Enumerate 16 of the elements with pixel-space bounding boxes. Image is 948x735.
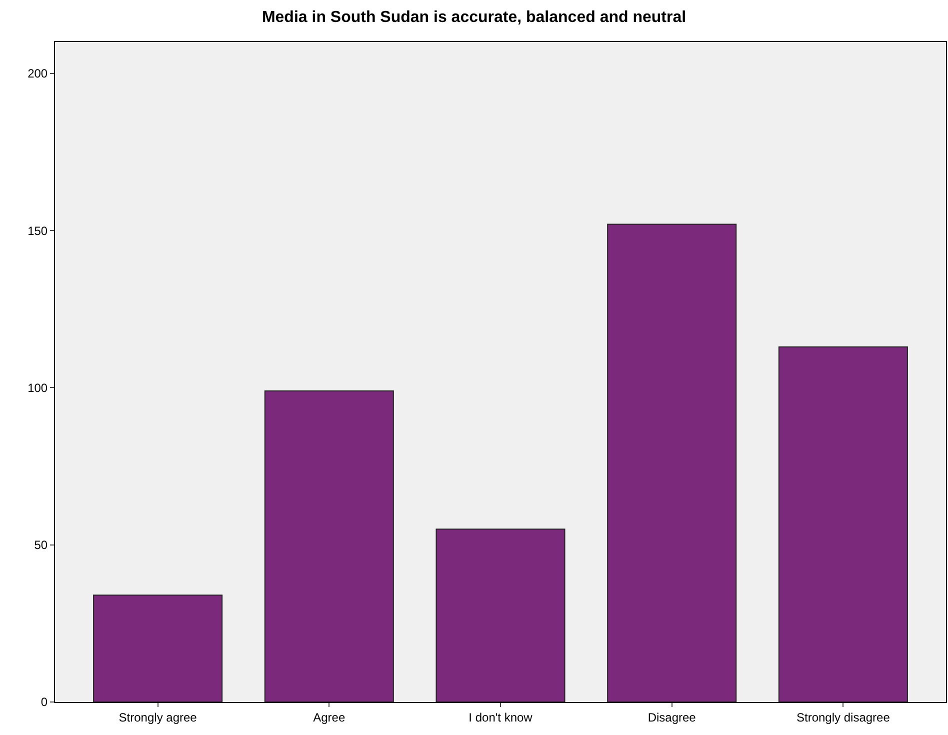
bar [607, 224, 737, 702]
x-tick-label: Strongly disagree [796, 710, 890, 724]
chart-title: Media in South Sudan is accurate, balanced and neutral [262, 9, 686, 26]
y-tick-label: 100 [28, 380, 48, 395]
x-tick-label: Agree [313, 710, 346, 724]
y-tick-label: 150 [28, 224, 48, 238]
x-tick-label: Strongly agree [118, 710, 198, 724]
y-tick-label: 50 [34, 538, 48, 552]
bar [264, 390, 394, 702]
x-tick-label: I don't know [468, 710, 533, 724]
y-tick-label: 0 [40, 695, 48, 710]
y-tick-label: 200 [28, 66, 48, 81]
x-tick-label: Disagree [648, 710, 696, 724]
bar [778, 346, 908, 702]
bar [436, 528, 566, 702]
bar [93, 594, 223, 702]
